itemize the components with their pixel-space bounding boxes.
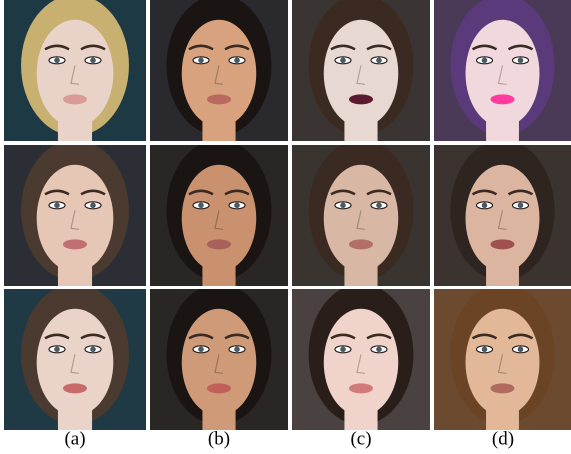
face: [37, 309, 114, 416]
image: [292, 284, 430, 447]
face: [37, 20, 114, 127]
caption: (d): [492, 428, 514, 449]
image-content: [4, 0, 146, 158]
image: [4, 140, 146, 303]
iris: [376, 347, 382, 353]
iris: [376, 58, 382, 64]
iris: [376, 203, 382, 209]
iris: [482, 58, 488, 64]
image-content: [150, 140, 288, 303]
image: [4, 284, 146, 447]
iris: [90, 347, 96, 353]
iris: [234, 203, 240, 209]
face: [324, 20, 399, 127]
face: [324, 165, 399, 272]
image-content: [434, 0, 571, 158]
iris: [234, 58, 240, 64]
iris: [90, 203, 96, 209]
image: [150, 0, 288, 158]
image-content: [292, 140, 430, 303]
image-content: [4, 284, 146, 447]
iris: [518, 347, 524, 353]
image: [434, 0, 571, 158]
iris: [234, 347, 240, 353]
face: [37, 165, 114, 272]
iris: [340, 203, 346, 209]
lips: [207, 383, 231, 393]
iris: [198, 58, 204, 64]
image-content: [434, 284, 571, 447]
iris: [340, 58, 346, 64]
face: [182, 20, 257, 127]
iris: [54, 58, 60, 64]
face: [182, 309, 257, 416]
iris: [54, 203, 60, 209]
iris: [90, 58, 96, 64]
image-content: [150, 0, 288, 158]
image-content: [292, 0, 430, 158]
lips: [63, 383, 87, 393]
face: [182, 165, 257, 272]
image: [150, 284, 288, 447]
iris: [198, 203, 204, 209]
image: [292, 0, 430, 158]
iris: [198, 347, 204, 353]
lips: [63, 94, 87, 104]
image-grid: [4, 0, 571, 447]
face: [466, 309, 540, 416]
iris: [54, 347, 60, 353]
face: [324, 309, 399, 416]
image: [434, 140, 571, 303]
image: [150, 140, 288, 303]
image: [434, 284, 571, 447]
face: [466, 20, 540, 127]
lips: [491, 239, 515, 249]
lips: [349, 383, 373, 393]
iris: [518, 203, 524, 209]
caption: (c): [350, 428, 371, 449]
iris: [518, 58, 524, 64]
face: [466, 165, 540, 272]
image-content: [150, 284, 288, 447]
lips: [349, 94, 373, 104]
caption: (b): [208, 428, 230, 449]
lips: [491, 94, 515, 104]
lips: [491, 383, 515, 393]
image: [4, 0, 146, 158]
caption: (a): [64, 428, 85, 449]
lips: [63, 239, 87, 249]
image: [292, 140, 430, 303]
lips: [207, 239, 231, 249]
image-content: [292, 284, 430, 447]
lips: [349, 239, 373, 249]
iris: [340, 347, 346, 353]
image-content: [434, 140, 571, 303]
figure: (a) (b) (c) (d): [0, 0, 571, 454]
page: {"figure": {"captions": ["(a)", "(b)", "…: [0, 0, 571, 454]
image-content: [4, 140, 146, 303]
lips: [207, 94, 231, 104]
iris: [482, 203, 488, 209]
iris: [482, 347, 488, 353]
